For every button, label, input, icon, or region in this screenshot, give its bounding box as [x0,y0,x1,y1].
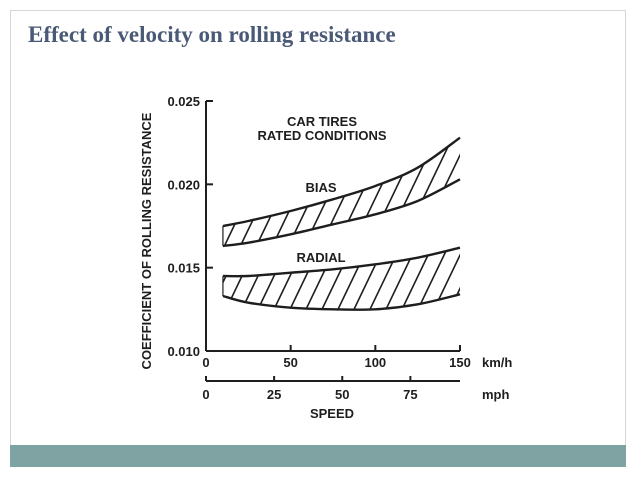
series-bias-upper-line [222,136,461,228]
y-axis-title: COEFFICIENT OF ROLLING RESISTANCE [139,112,154,369]
hatch-line [462,101,582,351]
chart-axes [205,100,461,382]
x2-tick-label: 50 [335,387,349,402]
hatch-line [462,101,582,351]
hatch-line [429,247,460,310]
x-axis-title: SPEED [310,406,354,421]
x-tick-label: 150 [449,355,471,370]
footer-bar [10,445,626,467]
x-tick-label: 0 [202,355,209,370]
slide-title: Effect of velocity on rolling resistance [28,22,396,47]
y-tick-label: 0.025 [167,94,200,109]
y-tick-label: 0.015 [167,261,200,276]
hatch-line [445,247,460,310]
hatch-line [413,137,460,246]
hatch-line [222,247,263,310]
x2-tick-label: 0 [202,387,209,402]
x-unit-label: km/h [482,355,512,370]
y-tick-label: 0.010 [167,344,200,359]
x-tick-label: 100 [364,355,386,370]
slide [10,10,626,465]
hatch-line [381,137,460,246]
series-bias-lower-line [222,178,461,248]
hatch-line [478,101,598,351]
series-radial-upper-line [222,246,461,278]
hatch-line [478,101,598,351]
x2-tick-label: 75 [403,387,417,402]
chart-labels: 0.010 0.015 0.020 0.025 0 50 100 150 km/h 0 25 50 75… [139,94,512,421]
hatch-line [429,137,460,246]
hatch-line [381,247,460,310]
hatch-line [222,137,263,246]
chart-annotation: CAR TIRES [287,114,357,129]
x2-tick-label: 25 [267,387,281,402]
series-radial-lower-line [222,293,461,311]
x2-unit-label: mph [482,387,510,402]
series-label: RADIAL [296,250,345,265]
hatch-line [413,247,460,310]
series-label: BIAS [305,180,336,195]
x-tick-label: 50 [283,355,297,370]
hatch-line [445,137,460,246]
chart-annotation: RATED CONDITIONS [257,128,386,143]
y-tick-label: 0.020 [167,177,200,192]
